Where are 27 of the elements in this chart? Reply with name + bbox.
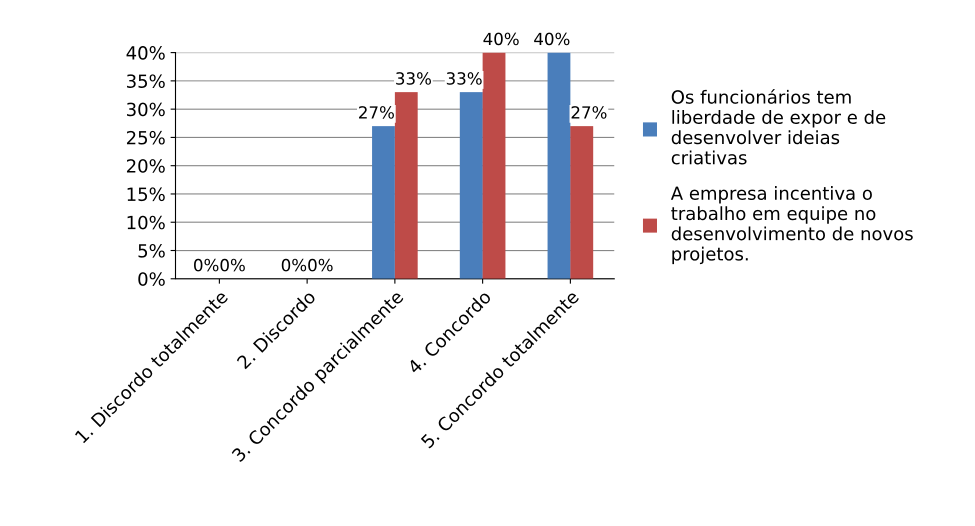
y-tick-label: 5% bbox=[138, 244, 165, 258]
bar bbox=[570, 126, 594, 279]
y-tick-label: 40% bbox=[126, 46, 165, 60]
legend-label: A empresa incentiva o trabalho em equipe no desenvolvimento de novos projetos. bbox=[670, 186, 913, 264]
y-tick-label: 20% bbox=[126, 159, 165, 173]
data-label: 27% bbox=[572, 106, 606, 119]
legend-label: Os funcionários tem liberdade de expor e de desenvolver ideias criativas bbox=[672, 89, 886, 164]
data-label: 0% bbox=[220, 258, 245, 272]
data-label: 40% bbox=[483, 32, 519, 46]
data-label: 33% bbox=[396, 72, 431, 85]
data-label: 27% bbox=[359, 106, 394, 119]
y-tick-label: 35% bbox=[127, 74, 165, 88]
bar bbox=[394, 92, 418, 279]
data-label: 0% bbox=[282, 258, 306, 272]
bar bbox=[482, 52, 506, 279]
y-tick-label: 15% bbox=[128, 187, 165, 202]
data-label: 33% bbox=[446, 72, 482, 85]
bar bbox=[372, 126, 395, 279]
data-label: 40% bbox=[534, 32, 570, 46]
y-tick-label: 25% bbox=[126, 130, 165, 145]
data-label: 0% bbox=[194, 258, 218, 272]
data-label: 0% bbox=[308, 258, 333, 272]
y-tick-label: 10% bbox=[128, 216, 165, 230]
bar bbox=[548, 52, 570, 279]
y-tick-label: 0% bbox=[138, 272, 165, 286]
bar bbox=[460, 92, 483, 279]
y-tick-label: 30% bbox=[127, 102, 165, 116]
